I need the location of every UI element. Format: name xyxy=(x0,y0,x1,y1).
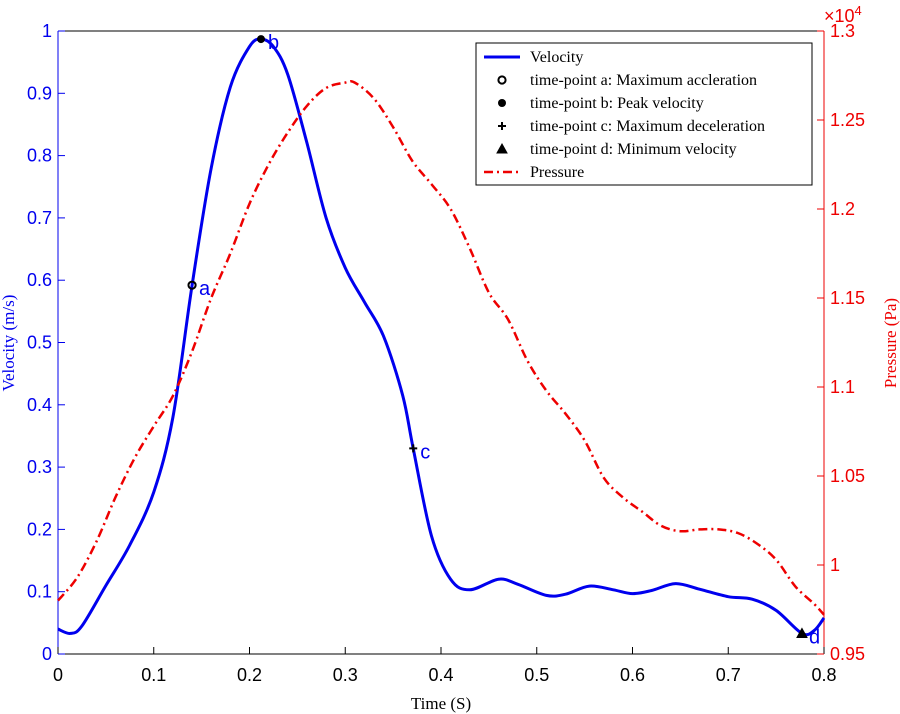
exponent-power: 4 xyxy=(855,3,862,18)
time-point-d-label: d xyxy=(809,626,820,648)
left-y-tick-label: 0.3 xyxy=(27,457,52,477)
left-y-tick-label: 0.2 xyxy=(27,519,52,539)
legend-time-point-d-swatch xyxy=(496,142,508,154)
right-y-tick-label: 1 xyxy=(830,555,840,575)
x-tick-label: 0.2 xyxy=(237,665,262,685)
right-y-tick-label: 1.2 xyxy=(830,199,855,219)
right-y-tick-label: 0.95 xyxy=(830,644,865,664)
legend-entry-label: time-point c: Maximum deceleration xyxy=(530,118,765,135)
marker-layer: a b c d xyxy=(187,32,820,648)
x-tick-label: 0.1 xyxy=(141,665,166,685)
velocity-series-line xyxy=(57,37,826,637)
left-y-axis-ticks: 0 0.1 0.2 0.3 0.4 0.5 0.6 0.7 0.8 0.9 1 xyxy=(27,21,65,664)
legend-time-point-a-swatch xyxy=(497,75,507,85)
left-y-tick-label: 0 xyxy=(42,644,52,664)
time-point-a-marker xyxy=(187,280,197,290)
x-tick-label: 0.4 xyxy=(428,665,453,685)
left-y-tick-label: 0.9 xyxy=(27,83,52,103)
legend-time-point-b-swatch xyxy=(498,99,506,107)
x-tick-label: 0.3 xyxy=(333,665,358,685)
x-tick-label: 0 xyxy=(53,665,63,685)
legend-entry-label: Pressure xyxy=(530,164,584,181)
left-y-tick-label: 0.4 xyxy=(27,395,52,415)
right-axis-exponent: ×104 xyxy=(824,3,862,26)
left-y-tick-label: 0.1 xyxy=(27,582,52,602)
right-y-axis-ticks: 0.95 1 1.05 1.1 1.15 1.2 1.25 1.3 xyxy=(817,21,865,664)
series-layer xyxy=(57,37,826,637)
x-axis-ticks: 0 0.1 0.2 0.3 0.4 0.5 0.6 0.7 0.8 xyxy=(53,647,837,685)
left-y-tick-label: 0.7 xyxy=(27,208,52,228)
right-y-tick-label: 1.15 xyxy=(830,288,865,308)
time-point-c-label: c xyxy=(420,441,430,463)
time-point-b-label: b xyxy=(268,32,279,54)
legend: Velocity time-point a: Maximum accleratio… xyxy=(475,42,813,186)
left-y-tick-label: 0.6 xyxy=(27,270,52,290)
legend-box xyxy=(475,42,813,186)
legend-entry-label: time-point d: Minimum velocity xyxy=(530,141,737,158)
pressure-series-line xyxy=(57,79,825,616)
right-y-tick-label: 1.3 xyxy=(830,21,855,41)
left-y-tick-label: 1 xyxy=(42,21,52,41)
legend-time-point-c-swatch xyxy=(498,122,506,130)
time-point-d-marker xyxy=(796,627,808,638)
legend-entry-label: Velocity xyxy=(530,49,583,66)
right-y-axis-label: Pressure (Pa) xyxy=(881,298,900,388)
x-tick-label: 0.8 xyxy=(811,665,836,685)
time-point-b-marker xyxy=(256,35,265,44)
time-point-c-marker xyxy=(409,444,418,453)
left-y-tick-label: 0.8 xyxy=(27,146,52,166)
time-point-a-label: a xyxy=(199,278,211,300)
legend-entry-label: time-point a: Maximum accleration xyxy=(530,72,757,89)
x-axis-label: Time (S) xyxy=(411,694,471,713)
x-tick-label: 0.7 xyxy=(716,665,741,685)
exponent-base: ×10 xyxy=(824,6,855,26)
x-tick-label: 0.6 xyxy=(620,665,645,685)
left-y-axis-label: Velocity (m/s) xyxy=(0,295,18,392)
right-y-tick-label: 1.05 xyxy=(830,466,865,486)
left-y-tick-label: 0.5 xyxy=(27,333,52,353)
legend-entry-label: time-point b: Peak velocity xyxy=(530,95,704,112)
right-y-tick-label: 1.1 xyxy=(830,377,855,397)
x-tick-label: 0.5 xyxy=(524,665,549,685)
right-y-tick-label: 1.25 xyxy=(830,110,865,130)
